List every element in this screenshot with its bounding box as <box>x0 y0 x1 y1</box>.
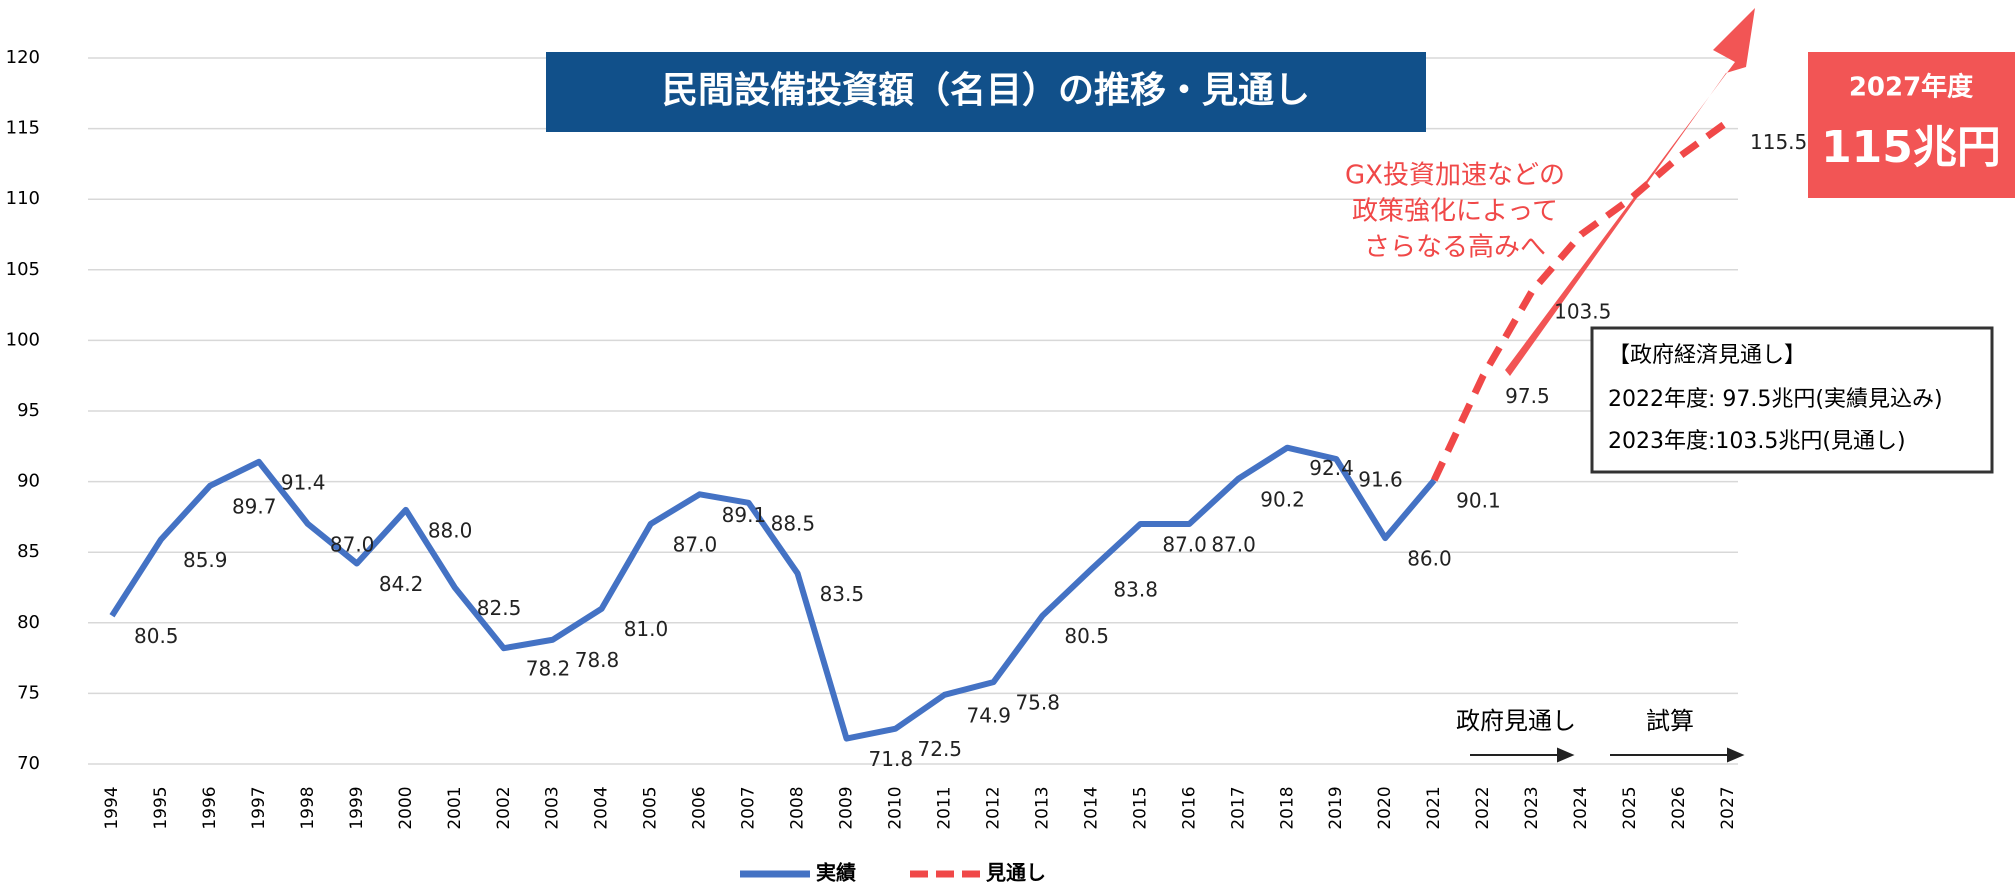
data-label: 83.5 <box>820 582 865 606</box>
data-label: 84.2 <box>379 572 424 596</box>
y-tick-label: 110 <box>6 188 40 209</box>
period-label: 試算 <box>1646 707 1694 735</box>
x-tick-label: 2012 <box>983 786 1003 829</box>
y-tick-label: 95 <box>17 400 40 421</box>
x-tick-label: 1994 <box>102 786 122 829</box>
data-label: 89.1 <box>722 503 767 527</box>
x-tick-label: 2003 <box>543 786 563 829</box>
info-text: 【政府経済見通し】 <box>1608 343 1806 368</box>
y-tick-label: 70 <box>17 753 40 774</box>
data-label: 91.4 <box>281 470 326 494</box>
series-line <box>109 444 1437 742</box>
data-label: 87.0 <box>673 532 718 556</box>
highlight-box <box>1808 52 2015 198</box>
data-label: 90.2 <box>1260 487 1305 511</box>
x-tick-label: 2017 <box>1228 786 1248 829</box>
x-tick-label: 2018 <box>1277 786 1297 829</box>
x-tick-label: 2027 <box>1718 786 1738 829</box>
y-tick-label: 85 <box>17 541 40 562</box>
data-label: 87.0 <box>1162 532 1207 556</box>
x-tick-label: 2005 <box>641 786 661 829</box>
x-tick-label: 2020 <box>1375 786 1395 829</box>
data-label: 88.5 <box>771 511 816 535</box>
x-tick-label: 2001 <box>445 786 465 829</box>
x-tick-label: 1995 <box>151 786 171 829</box>
data-label: 82.5 <box>477 596 522 620</box>
data-label: 80.5 <box>134 624 179 648</box>
x-tick-label: 2008 <box>788 786 808 829</box>
data-label: 90.1 <box>1456 489 1501 513</box>
data-label: 78.8 <box>575 648 620 672</box>
x-tick-label: 2026 <box>1669 786 1689 829</box>
data-label: 115.5 <box>1750 130 1807 154</box>
y-tick-label: 105 <box>6 259 40 280</box>
x-tick-label: 2015 <box>1130 786 1150 829</box>
data-label: 87.0 <box>1211 532 1256 556</box>
data-label: 75.8 <box>1015 691 1060 715</box>
info-text: 2023年度:103.5兆円(見通し) <box>1608 429 1906 454</box>
x-tick-label: 2023 <box>1522 786 1542 829</box>
legend-label: 見通し <box>986 861 1046 885</box>
data-label: 103.5 <box>1554 299 1611 323</box>
x-tick-label: 2010 <box>886 786 906 829</box>
x-tick-label: 2024 <box>1571 786 1591 829</box>
data-label: 91.6 <box>1358 468 1403 492</box>
x-tick-label: 2014 <box>1081 786 1101 829</box>
x-tick-label: 2019 <box>1326 786 1346 829</box>
data-label: 72.5 <box>918 737 963 761</box>
info-text: 2022年度: 97.5兆円(実績見込み) <box>1608 387 1943 412</box>
x-tick-label: 2007 <box>739 786 759 829</box>
x-tick-label: 2025 <box>1620 786 1640 829</box>
period-arrows <box>1470 747 1745 763</box>
annotation: さらなる高みへ <box>1364 233 1546 263</box>
annotation: 政策強化によって <box>1352 197 1558 227</box>
x-tick-label: 2004 <box>592 786 612 829</box>
x-tick-label: 2000 <box>396 786 416 829</box>
data-label: 89.7 <box>232 494 277 518</box>
annotation: GX投資加速などの <box>1345 161 1565 191</box>
data-label: 88.0 <box>428 518 473 542</box>
y-tick-label: 115 <box>6 118 40 139</box>
highlight-value: 115兆円 <box>1821 122 2001 173</box>
y-tick-label: 120 <box>6 47 40 68</box>
arrow <box>1505 8 1755 376</box>
data-label: 83.8 <box>1113 578 1158 602</box>
data-label: 74.9 <box>966 703 1011 727</box>
legend-label: 実績 <box>816 861 856 885</box>
period-label: 政府見通し <box>1456 707 1576 735</box>
data-label: 87.0 <box>330 532 375 556</box>
data-label: 92.4 <box>1309 456 1354 480</box>
x-tick-label: 2016 <box>1179 786 1199 829</box>
x-tick-label: 1999 <box>347 786 367 829</box>
y-tick-label: 75 <box>17 682 40 703</box>
x-tick-label: 1996 <box>200 786 220 829</box>
x-tick-label: 2002 <box>494 786 514 829</box>
x-tick-label: 2009 <box>837 786 857 829</box>
x-tick-label: 2021 <box>1424 786 1444 829</box>
data-label: 97.5 <box>1505 384 1550 408</box>
data-label: 80.5 <box>1064 624 1109 648</box>
y-tick-label: 100 <box>6 329 40 350</box>
title-box <box>546 52 1426 132</box>
data-label: 78.2 <box>526 657 571 681</box>
x-tick-label: 2013 <box>1032 786 1052 829</box>
info-box <box>1590 326 1994 474</box>
data-label: 86.0 <box>1407 547 1452 571</box>
highlight-label: 2027年度 <box>1849 72 1973 103</box>
series-line <box>1431 118 1731 482</box>
y-tick-label: 80 <box>17 612 40 633</box>
x-tick-label: 1997 <box>249 786 269 829</box>
y-tick-label: 90 <box>17 471 40 492</box>
data-label: 81.0 <box>624 617 669 641</box>
chart-title: 民間設備投資額（名目）の推移・見通し <box>662 70 1310 111</box>
data-label: 71.8 <box>869 747 914 771</box>
x-tick-label: 2006 <box>690 786 710 829</box>
x-tick-label: 1998 <box>298 786 318 829</box>
data-label: 85.9 <box>183 548 228 572</box>
x-tick-label: 2011 <box>934 786 954 829</box>
x-tick-label: 2022 <box>1473 786 1493 829</box>
